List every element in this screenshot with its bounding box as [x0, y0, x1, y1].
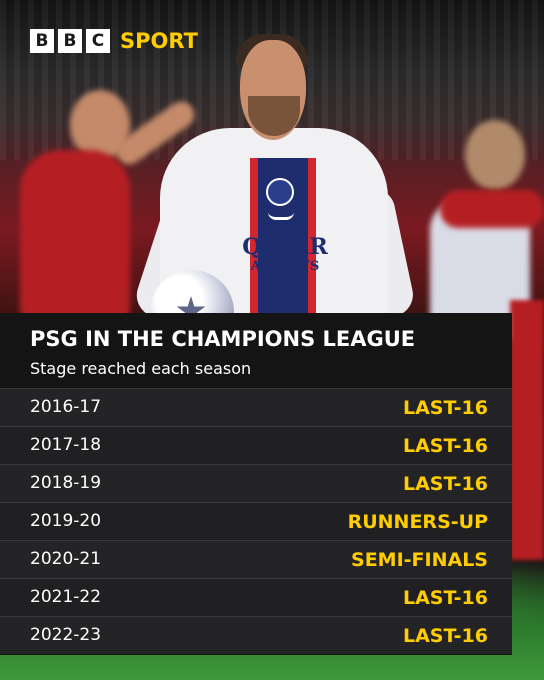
season-label: 2022-23	[30, 625, 102, 645]
season-row: 2021-22 LAST-16	[0, 578, 512, 616]
shirt-stripe-red-right	[308, 158, 316, 318]
right-player-head	[465, 120, 525, 190]
logo-letter: C	[86, 29, 110, 53]
left-player-body	[20, 150, 130, 320]
panel-subtitle: Stage reached each season	[30, 359, 252, 378]
stage-reached: LAST-16	[403, 625, 488, 647]
panel-header: PSG IN THE CHAMPIONS LEAGUE Stage reache…	[0, 313, 512, 387]
season-list: 2016-17 LAST-16 2017-18 LAST-16 2018-19 …	[0, 388, 512, 654]
season-label: 2019-20	[30, 511, 102, 531]
stage-reached: LAST-16	[403, 587, 488, 609]
club-crest-icon	[266, 178, 294, 206]
stage-reached: LAST-16	[403, 397, 488, 419]
season-label: 2020-21	[30, 549, 102, 569]
right-player-red-arm	[440, 190, 544, 228]
season-label: 2016-17	[30, 397, 102, 417]
shirt-stripe-red-left	[250, 158, 258, 318]
stage-reached: SEMI-FINALS	[351, 549, 488, 571]
season-row: 2017-18 LAST-16	[0, 426, 512, 464]
season-label: 2018-19	[30, 473, 102, 493]
stage-reached: RUNNERS-UP	[347, 511, 488, 533]
sponsor-line-2: AIRWAYS	[250, 259, 320, 274]
stage-reached: LAST-16	[403, 473, 488, 495]
panel-title: PSG IN THE CHAMPIONS LEAGUE	[30, 327, 416, 351]
season-row: 2022-23 LAST-16	[0, 616, 512, 654]
season-label: 2021-22	[30, 587, 102, 607]
stage-reached: LAST-16	[403, 435, 488, 457]
season-row: 2016-17 LAST-16	[0, 388, 512, 426]
kit-brand-icon	[268, 212, 294, 220]
left-player-head	[70, 90, 130, 160]
right-edge-player	[510, 300, 544, 560]
logo-word: SPORT	[120, 29, 198, 53]
logo-letter: B	[30, 29, 54, 53]
season-label: 2017-18	[30, 435, 102, 455]
sponsor-line-1: QATAR	[242, 234, 328, 260]
shirt-sponsor: QATAR AIRWAYS	[230, 236, 340, 273]
season-row: 2020-21 SEMI-FINALS	[0, 540, 512, 578]
season-row: 2019-20 RUNNERS-UP	[0, 502, 512, 540]
logo-letter: B	[58, 29, 82, 53]
results-panel: PSG IN THE CHAMPIONS LEAGUE Stage reache…	[0, 313, 512, 655]
bbc-sport-logo: B B C SPORT	[30, 29, 198, 53]
center-player-beard	[248, 96, 300, 136]
season-row: 2018-19 LAST-16	[0, 464, 512, 502]
